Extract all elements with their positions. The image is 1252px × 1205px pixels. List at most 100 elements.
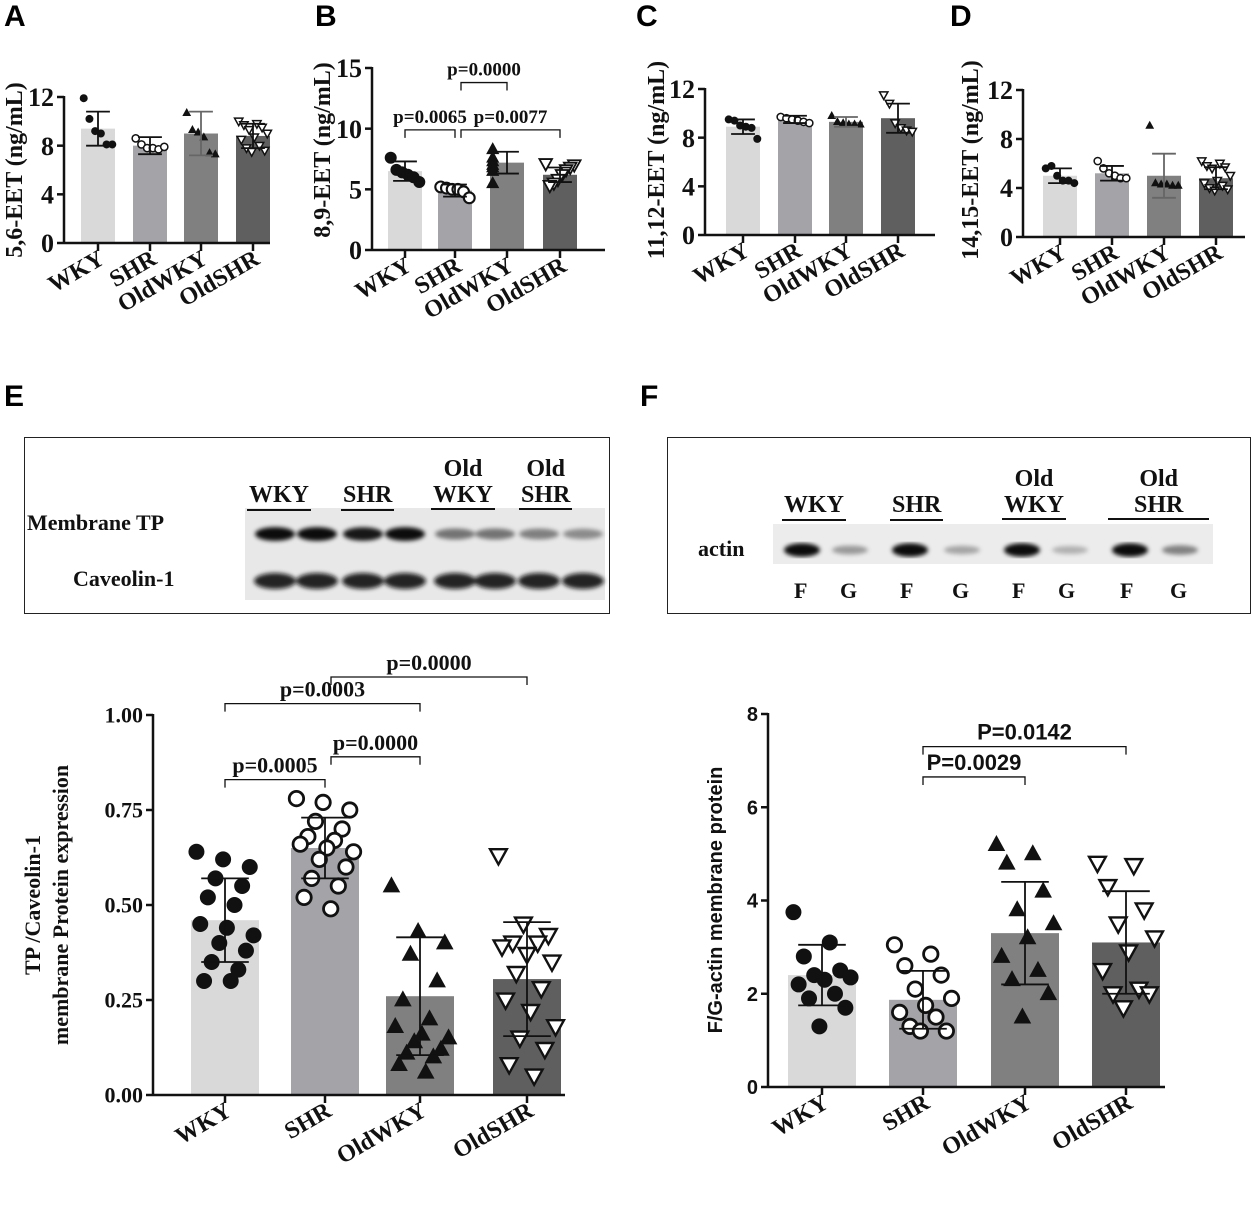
data-point-filled-triangle <box>205 148 214 157</box>
y-axis-title: F/G-actin membrane protein <box>705 767 727 1034</box>
significance-bracket <box>330 676 528 685</box>
p-value-label: p=0.0003 <box>280 677 365 702</box>
y-tick-label: 0.75 <box>105 798 144 823</box>
data-point-filled-triangle <box>182 108 192 117</box>
data-point-open-triangle <box>491 939 513 959</box>
data-point-open-triangle <box>906 127 918 138</box>
band-membrane-tp <box>255 527 295 541</box>
y-axis-title: 14,15-EET (ng/mL) <box>958 60 984 260</box>
x-category-label: WKY <box>768 1090 833 1143</box>
significance-bracket <box>460 81 508 91</box>
data-point-open-triangle <box>878 91 890 102</box>
data-point-open-triangle <box>498 1056 520 1076</box>
data-point-filled-circle <box>747 123 756 132</box>
data-point-filled-triangle <box>855 119 865 128</box>
data-point-open-triangle <box>537 158 554 173</box>
data-point-filled-triangle <box>486 176 500 189</box>
data-point-open-circle <box>310 850 328 869</box>
y-tick-label: 8 <box>1000 125 1013 154</box>
lane-label: F <box>900 578 914 603</box>
group-label-old-shr: Old SHR <box>1108 466 1210 520</box>
x-category-label: SHR <box>280 1097 336 1145</box>
data-point-filled-circle <box>790 976 807 993</box>
data-point-filled-circle <box>188 843 205 860</box>
data-point-filled-triangle <box>439 1028 458 1045</box>
data-point-open-circle <box>1121 173 1131 183</box>
data-point-filled-triangle <box>1003 970 1021 987</box>
group-label-old-wky: Old WKY <box>1002 466 1066 520</box>
data-point-open-circle <box>344 843 363 861</box>
x-category-label: WKY <box>689 238 754 291</box>
data-point-open-circle <box>295 888 313 907</box>
data-point-open-circle <box>159 142 169 152</box>
data-point-open-circle <box>329 877 347 895</box>
band-caveolin-1 <box>384 573 426 589</box>
data-point-filled-triangle <box>401 944 420 961</box>
data-point-filled-triangle <box>850 119 859 128</box>
blot-f-bands <box>773 524 1213 564</box>
data-point-open-triangle <box>530 981 552 1000</box>
data-point-open-triangle <box>512 916 534 936</box>
data-point-filled-triangle <box>1039 984 1058 1001</box>
row-label-caveolin-1: Caveolin-1 <box>73 566 175 591</box>
y-axis-title: 8,9-EET (ng/mL) <box>310 62 336 238</box>
band-actin <box>832 545 868 555</box>
data-point-open-circle <box>322 900 340 918</box>
significance-bracket <box>922 745 1127 755</box>
data-point-filled-circle <box>821 934 838 951</box>
data-point-filled-circle <box>241 859 258 875</box>
data-point-open-triangle <box>534 1041 556 1061</box>
data-point-filled-circle <box>237 942 254 959</box>
p-value-label: P=0.0029 <box>927 750 1022 775</box>
y-tick-label: 0 <box>41 229 54 258</box>
y-tick-label: 0 <box>747 1077 758 1099</box>
data-point-open-triangle <box>1138 986 1160 1006</box>
lane-label: F <box>1012 578 1026 603</box>
data-point-filled-triangle <box>432 1039 450 1056</box>
data-point-filled-triangle <box>413 1024 431 1041</box>
data-point-filled-triangle <box>382 876 401 893</box>
y-tick-label: 12 <box>669 75 695 104</box>
data-point-open-circle <box>906 980 924 998</box>
group-label-old-shr: Old SHR <box>519 456 573 510</box>
significance-bracket <box>404 129 456 138</box>
data-point-open-triangle <box>261 129 273 140</box>
data-point-open-triangle <box>243 125 255 136</box>
data-point-filled-triangle <box>827 110 837 119</box>
data-point-filled-triangle <box>409 922 427 938</box>
bar-shr <box>778 119 812 235</box>
x-category-label: OldWKY <box>938 1090 1036 1162</box>
bar-oldwky <box>829 121 863 235</box>
y-axis-title-line2: membrane Protein expression <box>48 765 73 1045</box>
p-value-label: p=0.0065 <box>393 107 467 128</box>
band-actin <box>784 543 820 557</box>
x-category-label: SHR <box>878 1089 934 1137</box>
y-tick-label: 12 <box>987 76 1013 105</box>
p-value-label: p=0.0000 <box>447 60 521 81</box>
lane-label: G <box>1058 578 1076 603</box>
lane-label: F <box>794 578 808 603</box>
band-actin <box>944 545 980 555</box>
y-tick-label: 0.00 <box>105 1083 144 1108</box>
band-membrane-tp <box>475 528 515 540</box>
data-point-filled-circle <box>211 935 228 951</box>
data-point-filled-circle <box>816 971 833 988</box>
data-point-open-triangle <box>1118 944 1140 964</box>
y-tick-label: 6 <box>747 797 758 819</box>
group-label-wky: WKY <box>782 492 846 521</box>
data-point-filled-triangle <box>1173 180 1183 189</box>
data-point-filled-circle <box>230 961 247 978</box>
bar-oldshr <box>881 118 915 235</box>
band-actin <box>1162 545 1198 555</box>
y-tick-label: 0 <box>349 236 362 265</box>
row-label-actin: actin <box>698 536 745 561</box>
band-actin <box>1004 543 1040 557</box>
data-point-open-triangle <box>523 1068 545 1088</box>
data-point-open-triangle <box>1133 902 1155 922</box>
y-tick-label: 4 <box>41 180 54 209</box>
data-point-open-circle <box>1093 156 1103 166</box>
data-point-open-circle <box>287 789 306 808</box>
